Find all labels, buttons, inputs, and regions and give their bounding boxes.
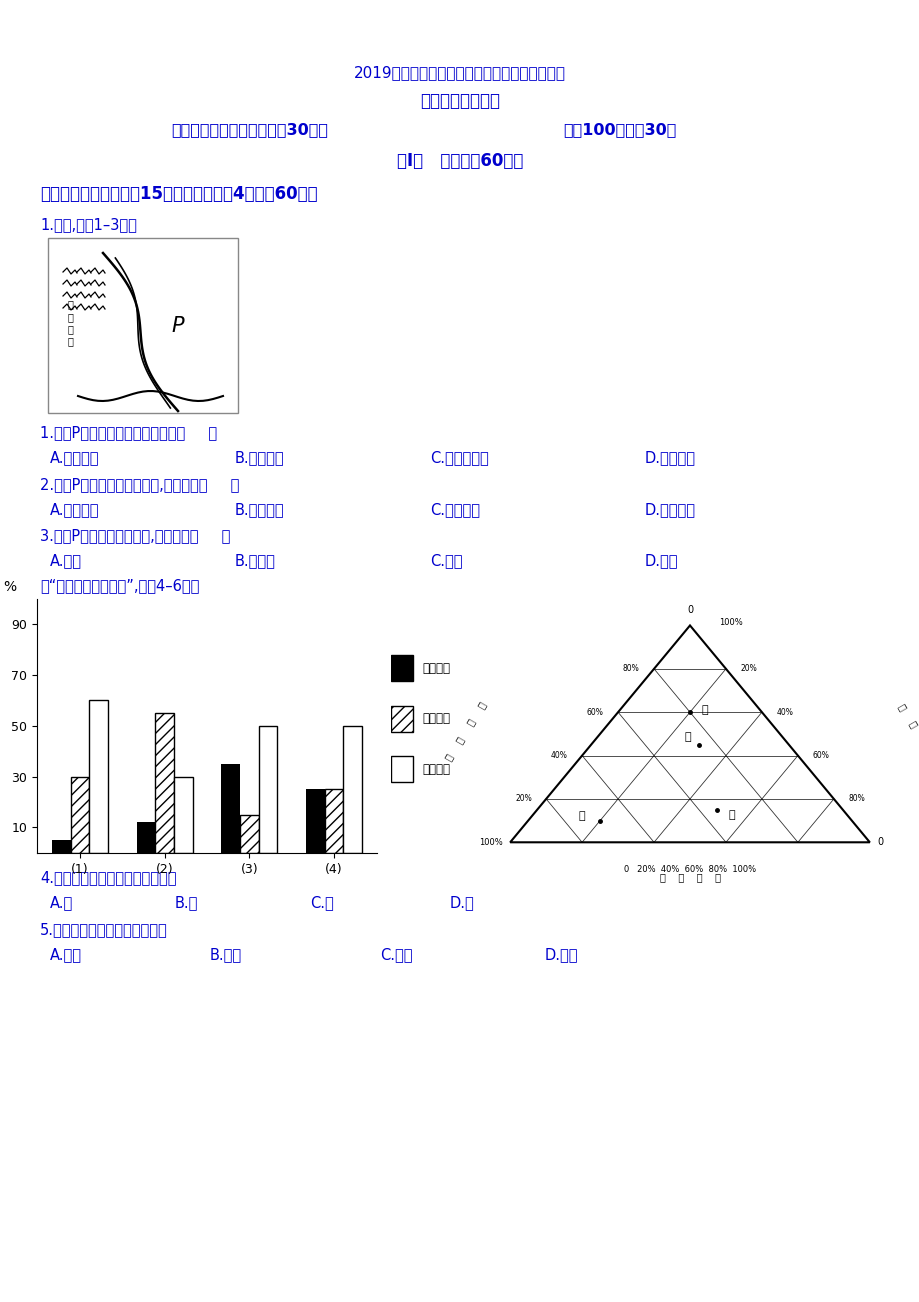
Text: 一: 一 <box>464 717 476 727</box>
Text: 0: 0 <box>876 837 882 848</box>
Text: C.丙: C.丙 <box>310 894 334 910</box>
Text: 第Ⅰ卷   选择题（60分）: 第Ⅰ卷 选择题（60分） <box>396 152 523 171</box>
Bar <box>258 727 277 853</box>
Text: B.丙丁: B.丙丁 <box>210 947 242 962</box>
Text: D.乙丁: D.乙丁 <box>544 947 578 962</box>
Text: 4.图中人均国民收入最高的国家是: 4.图中人均国民收入最高的国家是 <box>40 870 176 885</box>
Bar <box>174 776 192 853</box>
Text: 60%: 60% <box>586 708 603 716</box>
Bar <box>391 655 412 681</box>
Text: A.甲: A.甲 <box>50 894 74 910</box>
Text: P: P <box>172 316 184 336</box>
Text: 60%: 60% <box>811 751 828 760</box>
Y-axis label: %: % <box>3 579 17 594</box>
Bar <box>391 706 412 732</box>
Text: 乙: 乙 <box>700 704 707 715</box>
Text: C.两年三熟: C.两年三熟 <box>429 503 480 517</box>
Text: 2.关于P基地耕作制度的叙述,正确的是（     ）: 2.关于P基地耕作制度的叙述,正确的是（ ） <box>40 477 239 492</box>
Bar <box>155 713 174 853</box>
Text: 2019年秋四川省泸县第四中学高二期末模拟考试: 2019年秋四川省泸县第四中学高二期末模拟考试 <box>354 65 565 79</box>
Text: 甲: 甲 <box>684 732 691 742</box>
Text: 0   20%  40%  60%  80%  100%: 0 20% 40% 60% 80% 100% <box>623 865 755 874</box>
Text: A.大豆: A.大豆 <box>50 553 82 568</box>
Text: 40%: 40% <box>776 708 792 716</box>
Text: A.一年一熟: A.一年一熟 <box>50 503 99 517</box>
Text: 第一产业: 第一产业 <box>422 661 449 674</box>
Text: D.甜菜: D.甜菜 <box>644 553 678 568</box>
Text: A.松嫩平原: A.松嫩平原 <box>50 450 99 465</box>
Text: 第三产业: 第三产业 <box>422 763 449 776</box>
Bar <box>306 789 324 853</box>
Text: 0: 0 <box>686 605 692 616</box>
Text: 第: 第 <box>475 699 487 710</box>
Text: 5.下列产业转移方向最可能的是: 5.下列产业转移方向最可能的是 <box>40 922 167 937</box>
Bar <box>89 700 108 853</box>
Text: 业: 业 <box>443 753 454 762</box>
Bar <box>52 840 71 853</box>
Text: C.洞庭湖平原: C.洞庭湖平原 <box>429 450 488 465</box>
Bar <box>343 727 361 853</box>
Text: 第: 第 <box>895 702 907 712</box>
Text: 读“某四国产业结构图”,回答4–6题。: 读“某四国产业结构图”,回答4–6题。 <box>40 578 199 592</box>
Text: D.丁: D.丁 <box>449 894 474 910</box>
Text: C.丁甲: C.丁甲 <box>380 947 412 962</box>
Text: B.一年两熟: B.一年两熟 <box>234 503 284 517</box>
Text: 3.关于P基地种植的农作物,错误的是（     ）: 3.关于P基地种植的农作物,错误的是（ ） <box>40 529 230 543</box>
Bar <box>391 756 412 783</box>
Text: 一、单选题（本大题入15个小题，每小革4分，入60分）: 一、单选题（本大题入15个小题，每小革4分，入60分） <box>40 185 317 203</box>
Text: 二: 二 <box>906 720 918 729</box>
Bar <box>324 789 343 853</box>
Text: D.三江平原: D.三江平原 <box>644 450 696 465</box>
Text: 第    三    产    业: 第 三 产 业 <box>659 872 720 883</box>
Text: 40%: 40% <box>550 751 567 760</box>
Text: D.一年三熟: D.一年三熟 <box>644 503 696 517</box>
Text: B.成都平原: B.成都平原 <box>234 450 284 465</box>
Bar <box>48 238 238 413</box>
Text: 80%: 80% <box>847 794 864 803</box>
Text: C.小麦: C.小麦 <box>429 553 462 568</box>
Text: 1.读图,回答1–3题。: 1.读图,回答1–3题。 <box>40 217 137 232</box>
Text: 第二产业: 第二产业 <box>422 712 449 725</box>
Text: 文科综合地理试题: 文科综合地理试题 <box>420 92 499 109</box>
Text: 20%: 20% <box>515 794 531 803</box>
Text: 产: 产 <box>917 737 919 747</box>
Text: A.甲乙: A.甲乙 <box>50 947 82 962</box>
Text: B.长绒棉: B.长绒棉 <box>234 553 276 568</box>
Text: 100%: 100% <box>479 837 503 846</box>
Text: 20%: 20% <box>740 664 756 673</box>
Text: 丙: 丙 <box>578 811 584 820</box>
Bar <box>240 815 258 853</box>
Text: B.乙: B.乙 <box>175 894 199 910</box>
Text: 丁: 丁 <box>727 810 734 820</box>
Text: 1.图中P为我国哪个粮食集中产地（     ）: 1.图中P为我国哪个粮食集中产地（ ） <box>40 424 217 440</box>
Bar <box>71 776 89 853</box>
Text: 100%: 100% <box>718 618 742 628</box>
Text: 考试时间：历史政治地理入30分钟: 考试时间：历史政治地理入30分钟 <box>171 122 328 137</box>
Text: 每科100分，入30分: 每科100分，入30分 <box>562 122 676 137</box>
Bar <box>137 823 155 853</box>
Text: 小
兴
安
岭: 小 兴 安 岭 <box>67 299 73 346</box>
Bar <box>221 764 240 853</box>
Text: 产: 产 <box>454 734 465 745</box>
Text: 80%: 80% <box>622 664 639 673</box>
